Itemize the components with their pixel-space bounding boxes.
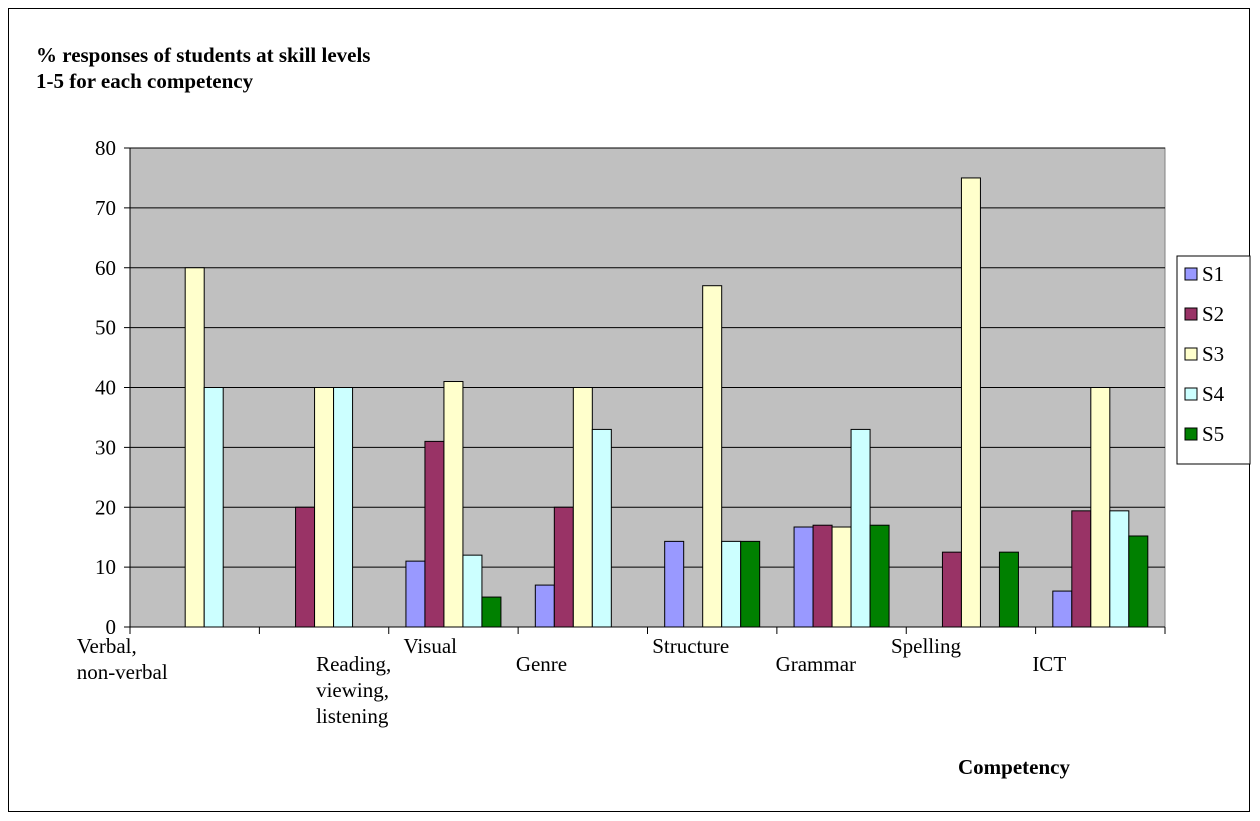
bar-s1-7 — [1052, 590, 1073, 628]
bar-s3-5 — [831, 526, 852, 628]
bar-s2-3 — [553, 506, 574, 628]
y-tick-label: 20 — [95, 495, 116, 519]
bar-s2-5 — [812, 524, 833, 628]
bar-s4-4 — [721, 540, 742, 628]
bar-s4-1 — [333, 387, 354, 628]
legend-label-s3: S3 — [1202, 342, 1224, 366]
y-tick-label: 50 — [95, 316, 116, 340]
bar-s4-0 — [203, 387, 224, 628]
bar-s4-5 — [850, 428, 871, 628]
legend-swatch-s3 — [1184, 347, 1198, 361]
chart-title-line-1: % responses of students at skill levels — [36, 43, 371, 67]
y-tick-label: 10 — [95, 555, 116, 579]
legend-swatch-s4 — [1184, 387, 1198, 401]
bar-s5-7 — [1128, 535, 1149, 628]
bar-s1-4 — [664, 540, 685, 628]
bar-s4-7 — [1109, 510, 1130, 628]
bar-s4-2 — [462, 554, 483, 628]
bar-s3-2 — [443, 381, 464, 628]
bar-s5-5 — [869, 524, 890, 628]
bar-s3-3 — [572, 387, 593, 628]
x-axis-title: Competency — [958, 755, 1070, 779]
y-tick-label: 0 — [106, 615, 117, 639]
y-tick-label: 30 — [95, 435, 116, 459]
bar-s3-7 — [1090, 387, 1111, 628]
bar-s3-4 — [702, 285, 723, 628]
x-category-label: Visual — [403, 634, 457, 658]
bar-s5-4 — [740, 540, 761, 628]
y-tick-label: 80 — [95, 136, 116, 160]
x-category-label: Verbal, non-verbal — [77, 634, 168, 684]
bar-s2-7 — [1071, 510, 1092, 628]
bar-s3-6 — [960, 177, 981, 628]
bar-s3-0 — [184, 267, 205, 628]
bar-s4-3 — [591, 428, 612, 628]
bar-s2-2 — [424, 440, 445, 628]
x-category-label: Grammar — [776, 652, 856, 676]
bar-s3-1 — [314, 387, 335, 628]
legend-swatch-s5 — [1184, 427, 1198, 441]
legend-swatch-s1 — [1184, 267, 1198, 281]
bar-s5-2 — [481, 596, 502, 628]
bar-s1-5 — [793, 526, 814, 628]
legend-swatch-s2 — [1184, 307, 1198, 321]
x-category-label: Structure — [652, 634, 729, 658]
x-category-label: ICT — [1032, 652, 1066, 676]
legend-label-s1: S1 — [1202, 262, 1224, 286]
x-category-label: Genre — [516, 652, 567, 676]
bar-s5-6 — [998, 551, 1019, 628]
y-tick-label: 70 — [95, 196, 116, 220]
bar-s1-2 — [405, 560, 426, 628]
chart-title-line-2: 1-5 for each competency — [36, 69, 254, 93]
bar-s2-6 — [941, 551, 962, 628]
legend-label-s4: S4 — [1202, 382, 1225, 406]
legend-label-s2: S2 — [1202, 302, 1224, 326]
x-category-label: Spelling — [891, 634, 962, 658]
bar-s2-1 — [295, 506, 316, 628]
y-tick-label: 60 — [95, 256, 116, 280]
chart-title: % responses of students at skill levels … — [36, 42, 370, 94]
x-category-label: Reading, viewing, listening — [316, 652, 391, 728]
legend-label-s5: S5 — [1202, 422, 1224, 446]
bar-s1-3 — [534, 584, 555, 628]
y-tick-label: 40 — [95, 376, 116, 400]
